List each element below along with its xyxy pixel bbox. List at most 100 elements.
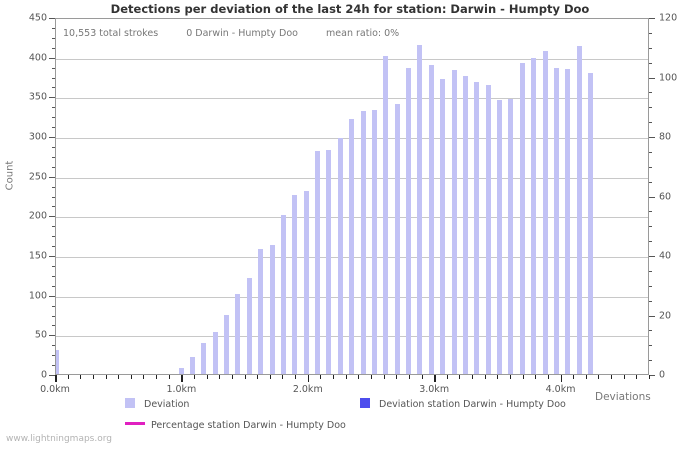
bar — [451, 70, 457, 374]
y-axis-left-tick-label: 50 — [34, 329, 47, 341]
y-axis-left-tick — [49, 18, 55, 19]
y-axis-left: Count 0 50 100 150 200 250 300 350 400 450 — [0, 0, 55, 393]
y-axis-right-tick-label: 100 — [659, 72, 678, 83]
legend-item[interactable]: Deviation station Darwin - Humpty Doo — [360, 392, 566, 411]
y-axis-left-tick — [49, 57, 55, 59]
y-axis-right-tick-label: 120 — [659, 12, 678, 24]
bar — [224, 314, 230, 374]
x-axis-minor-tick — [118, 375, 120, 379]
y-axis-right-minor-tick — [649, 107, 652, 109]
y-axis-left-tick-label: 0 — [40, 369, 47, 381]
y-axis-left-tick-label: 200 — [28, 210, 47, 222]
y-axis-left-minor-tick — [52, 285, 55, 287]
y-axis-left-tick-label: 250 — [28, 171, 47, 183]
chart-title: Detections per deviation of the last 24h… — [110, 2, 590, 16]
y-axis-left-minor-tick — [52, 127, 55, 129]
x-axis-minor-tick — [143, 375, 145, 379]
y-axis-right-tick-label: 20 — [659, 310, 672, 321]
y-axis-left-minor-tick — [52, 156, 55, 158]
legend-item[interactable]: Percentage station Darwin - Humpty Doo — [125, 413, 346, 432]
x-axis-minor-tick — [269, 375, 271, 379]
y-axis-left-tick — [49, 335, 55, 337]
y-axis-left-minor-tick — [52, 27, 55, 29]
y-axis-left-tick — [49, 295, 55, 297]
x-axis-minor-tick — [194, 375, 196, 379]
y-axis-right-minor-tick — [649, 47, 652, 49]
plot-area — [55, 18, 649, 375]
bar — [508, 98, 514, 374]
x-axis-minor-tick — [623, 375, 625, 379]
x-axis-tick-label: 4.0km — [545, 384, 576, 395]
x-axis-minor-tick — [370, 375, 372, 379]
bar — [485, 85, 491, 374]
y-axis-left-minor-tick — [52, 325, 55, 327]
x-axis-title: Deviations — [595, 391, 651, 403]
x-axis-minor-tick — [611, 375, 613, 379]
bar — [360, 110, 366, 374]
x-axis-minor-tick — [358, 375, 360, 379]
x-axis-tick — [181, 375, 183, 382]
y-axis-left-minor-tick — [52, 47, 55, 49]
legend-label: Deviation — [144, 399, 190, 410]
y-axis-right-tick-label: 40 — [659, 250, 672, 262]
y-axis-right-minor-tick — [649, 211, 652, 213]
x-axis-minor-tick — [92, 375, 94, 379]
y-axis-right-tick — [649, 77, 655, 79]
x-axis-minor-tick — [598, 375, 600, 379]
x-axis-minor-tick — [421, 375, 423, 379]
y-axis-right-minor-tick — [649, 300, 652, 302]
y-axis-left-tick-label: 300 — [28, 131, 47, 143]
x-axis-minor-tick — [535, 375, 537, 379]
x-axis-minor-tick — [244, 375, 246, 379]
x-axis-tick-label: 2.0km — [292, 384, 323, 395]
x-axis-minor-tick — [383, 375, 385, 379]
y-axis-left-minor-tick — [52, 355, 55, 357]
y-axis-right-minor-tick — [649, 330, 652, 332]
legend-item[interactable]: Deviation — [125, 392, 189, 411]
y-axis-left-tick-label: 100 — [28, 290, 47, 302]
y-axis-left-minor-tick — [52, 345, 55, 347]
bar — [258, 248, 264, 374]
bar — [303, 190, 309, 374]
y-axis-left-tick-label: 450 — [28, 12, 47, 24]
y-axis-left-minor-tick — [52, 265, 55, 267]
y-axis-left-minor-tick — [52, 226, 55, 228]
y-axis-right-tick — [649, 137, 655, 138]
x-axis-tick — [434, 375, 436, 382]
chart-annotations: 10,553 total strokes 0 Darwin - Humpty D… — [63, 28, 399, 39]
bar — [519, 63, 525, 374]
y-axis-left-minor-tick — [52, 117, 55, 119]
bar — [371, 109, 377, 374]
x-axis-minor-tick — [345, 375, 347, 379]
bar — [212, 331, 218, 374]
y-axis-left-tick-label: 150 — [28, 250, 47, 262]
x-axis-minor-tick — [295, 375, 297, 379]
x-axis-minor-tick — [396, 375, 398, 379]
x-axis: 0.0km 1.0km 2.0km 3.0km 4.0km — [0, 375, 700, 399]
x-axis-minor-tick — [649, 375, 650, 379]
y-axis-left-tick — [49, 256, 55, 257]
y-axis-left-tick — [49, 375, 55, 376]
y-axis-left-tick — [49, 97, 55, 99]
x-axis-minor-tick — [105, 375, 107, 379]
x-axis-minor-tick — [320, 375, 322, 379]
y-axis-left-minor-tick — [52, 166, 55, 168]
x-axis-minor-tick — [130, 375, 132, 379]
x-axis-minor-tick — [573, 375, 575, 379]
x-axis-minor-tick — [67, 375, 69, 379]
x-axis-minor-tick — [547, 375, 549, 379]
y-axis-left-minor-tick — [52, 196, 55, 198]
bar — [383, 55, 389, 374]
x-axis-minor-tick — [80, 375, 82, 379]
y-axis-right-minor-tick — [649, 92, 652, 94]
bar — [269, 244, 275, 374]
x-axis-tick-label: 0.0km — [40, 384, 70, 395]
bar — [565, 68, 571, 374]
bar — [326, 149, 332, 374]
bar — [417, 44, 423, 374]
y-axis-left-minor-tick — [52, 305, 55, 307]
y-axis-right-tick-label: 0 — [659, 369, 666, 381]
bar — [542, 51, 548, 374]
